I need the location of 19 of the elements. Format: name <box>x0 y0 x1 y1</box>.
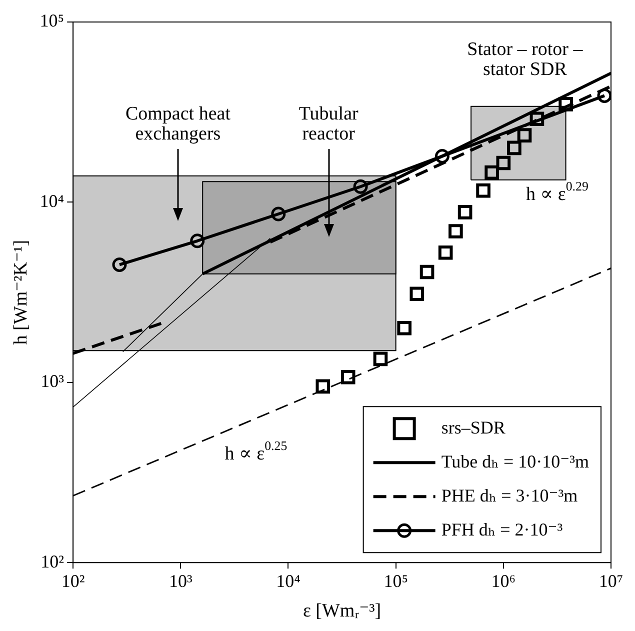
x-axis-title: ε [Wmᵣ⁻³] <box>302 600 382 622</box>
legend-label: srs–SDR <box>441 417 506 438</box>
x-tick-label: 10⁶ <box>491 571 516 592</box>
x-tick-label: 10³ <box>168 571 193 592</box>
legend-label: PHE dₕ = 3·10⁻³m <box>441 485 578 506</box>
legend-label: Tube dₕ = 10·10⁻³m <box>441 451 590 472</box>
y-tick-label: 10⁴ <box>40 190 64 211</box>
annotation: Stator – rotor – stator SDR <box>467 38 584 80</box>
y-axis-title: h [Wm⁻²K⁻¹] <box>10 240 32 345</box>
x-tick-label: 10⁷ <box>598 571 624 592</box>
annotation: Compact heat exchangers <box>125 104 232 145</box>
x-tick-label: 10⁴ <box>276 571 300 592</box>
x-tick-label: 10² <box>61 571 85 592</box>
legend-label: PFH dₕ = 2·10⁻³ <box>441 519 564 540</box>
x-tick-label: 10⁵ <box>384 571 408 592</box>
y-tick-label: 10³ <box>40 371 65 392</box>
annotation: Tubular reactor <box>298 104 359 145</box>
y-tick-label: 10⁵ <box>40 10 64 31</box>
y-tick-label: 10² <box>40 551 64 572</box>
